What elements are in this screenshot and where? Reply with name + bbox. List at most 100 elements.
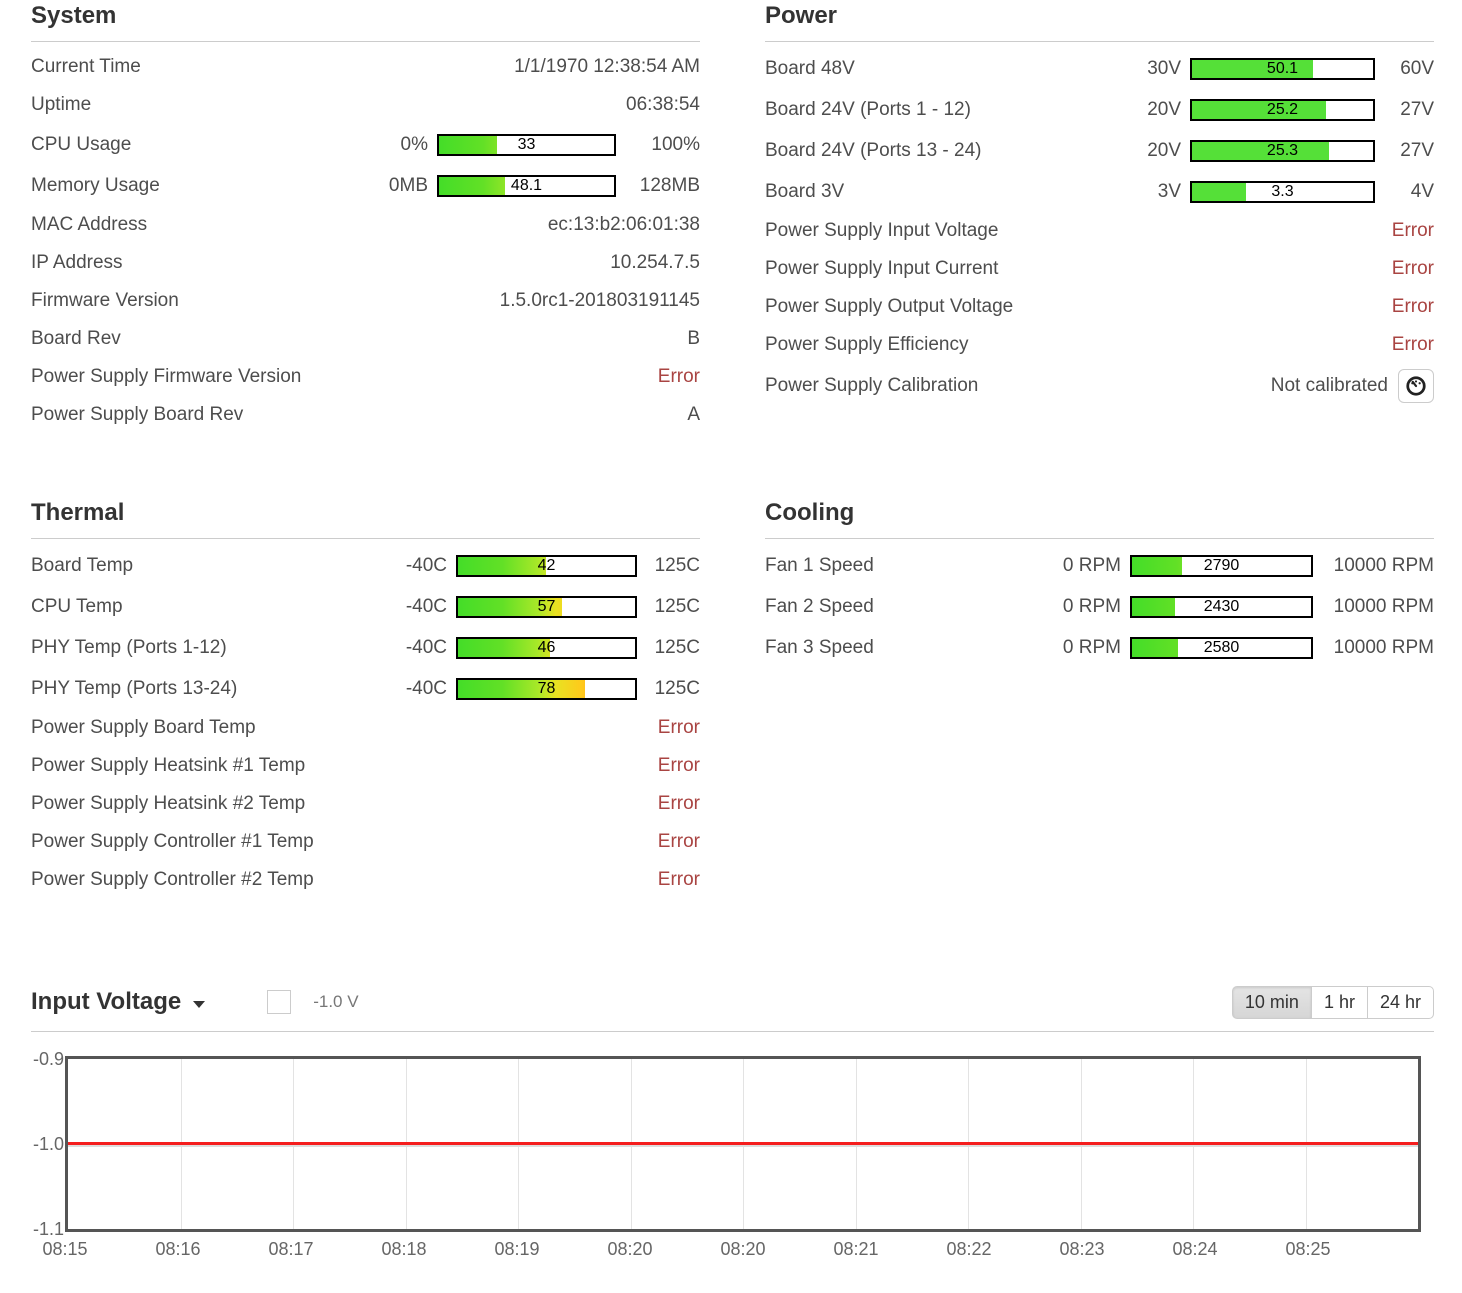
status-row: MAC Address ec:13:b2:06:01:38 [31, 206, 700, 244]
meter-fill [458, 679, 585, 698]
meter-bar: 50.1 [1190, 57, 1375, 80]
meter-fill [1192, 59, 1314, 78]
meter-value: 42 [537, 556, 556, 574]
meter-group: 20V 25.2 27V [1142, 98, 1434, 121]
meter-value: 78 [537, 679, 556, 697]
row-label: Power Supply Firmware Version [31, 366, 302, 387]
row-label: Board 48V [765, 57, 855, 79]
row-label: CPU Usage [31, 133, 132, 155]
y-axis-label: -0.9 [32, 1049, 64, 1069]
row-label: Board Rev [31, 328, 121, 349]
row-label: IP Address [31, 252, 123, 273]
range-button-10min[interactable]: 10 min [1231, 985, 1312, 1019]
status-row: CPU Usage 0% 33 100% [31, 124, 700, 165]
chart-metric-dropdown[interactable]: Input Voltage [31, 988, 206, 1016]
meter-min-label: 0 RPM [1062, 636, 1121, 658]
row-value: 1.5.0rc1-201803191145 [499, 290, 700, 311]
status-row: Fan 2 Speed 0 RPM 2430 10000 RPM [765, 586, 1434, 627]
status-row: Power Supply Board Temp Error [31, 709, 700, 747]
row-value: ec:13:b2:06:01:38 [547, 214, 700, 235]
chart-plot-area: -0.9 -1.0 -1.1 [33, 1050, 1421, 1238]
meter-fill [458, 556, 546, 575]
status-row: Power Supply Controller #2 Temp Error [31, 861, 700, 899]
meter-fill [1192, 182, 1247, 201]
meter-value: 25.2 [1266, 100, 1299, 118]
status-row: Power Supply Controller #1 Temp Error [31, 823, 700, 861]
row-label: Power Supply Calibration [765, 375, 979, 396]
meter-group: 0 RPM 2790 10000 RPM [1060, 554, 1434, 577]
row-value: Not calibrated [1270, 375, 1388, 396]
row-label: Current Time [31, 56, 141, 77]
meter-group: -40C 78 125C [400, 677, 700, 700]
x-axis-label: 08:23 [1059, 1239, 1105, 1259]
meter-min-label: 0 RPM [1062, 595, 1121, 617]
range-button-24hr[interactable]: 24 hr [1366, 985, 1434, 1019]
meter-value: 48.1 [510, 176, 543, 194]
x-axis-label: 08:24 [1172, 1239, 1218, 1259]
calibrate-button[interactable] [1398, 369, 1434, 403]
row-label: MAC Address [31, 214, 148, 235]
status-row: IP Address 10.254.7.5 [31, 244, 700, 282]
y-axis-label: -1.0 [32, 1134, 64, 1154]
meter-max-label: 125C [654, 677, 700, 699]
status-row: Memory Usage 0MB 48.1 128MB [31, 165, 700, 206]
status-row: Power Supply Output Voltage Error [765, 288, 1434, 326]
meter-group: 0MB 48.1 128MB [379, 174, 700, 197]
status-row: Board Temp -40C 42 125C [31, 545, 700, 586]
meter-max-label: 128MB [639, 174, 700, 196]
error-value: Error [657, 793, 700, 814]
legend-label: -1.0 V [313, 992, 359, 1011]
section-title-power: Power [765, 2, 838, 29]
chart-header: Input Voltage -1.0 V 10 min 1 hr 24 hr [31, 984, 1434, 1020]
meter-min-label: 30V [1147, 57, 1181, 79]
x-axis-label: 08:20 [607, 1239, 653, 1259]
status-row: Power Supply Heatsink #1 Temp Error [31, 747, 700, 785]
thermal-rows: Board Temp -40C 42 125C CPU Temp -40C 57 125C PH… [31, 545, 700, 899]
row-value: 1/1/1970 12:38:54 AM [514, 56, 700, 77]
meter-min-label: 3V [1157, 180, 1181, 202]
status-row: Board 3V 3V 3.3 4V [765, 171, 1434, 212]
status-row: Power Supply Input Voltage Error [765, 212, 1434, 250]
meter-max-label: 60V [1400, 57, 1434, 79]
chart-legend: -1.0 V [267, 990, 359, 1014]
error-value: Error [1391, 220, 1434, 241]
meter-value: 46 [537, 638, 556, 656]
meter-fill [1132, 597, 1176, 616]
x-axis-label: 08:25 [1285, 1239, 1331, 1259]
status-row: Fan 3 Speed 0 RPM 2580 10000 RPM [765, 627, 1434, 668]
error-value: Error [657, 755, 700, 776]
meter-bar: 33 [437, 133, 616, 156]
row-label: Power Supply Controller #1 Temp [31, 831, 314, 852]
row-label: Uptime [31, 94, 92, 115]
chart-title: Input Voltage [31, 988, 182, 1015]
row-label: Fan 3 Speed [765, 636, 874, 658]
row-value: 06:38:54 [626, 94, 700, 115]
row-value: B [687, 328, 700, 349]
meter-min-label: 0% [400, 133, 428, 155]
status-row: Firmware Version 1.5.0rc1-201803191145 [31, 282, 700, 320]
status-row: Power Supply Board Rev A [31, 396, 700, 434]
meter-max-label: 10000 RPM [1333, 554, 1434, 576]
meter-fill [458, 638, 551, 657]
voltage-series-line [68, 1142, 1418, 1145]
row-label: Power Supply Controller #2 Temp [31, 869, 314, 890]
section-input-voltage-chart: Input Voltage -1.0 V 10 min 1 hr 24 hr -… [31, 984, 1434, 1273]
x-axis-label: 08:16 [155, 1239, 201, 1259]
row-label: Board 3V [765, 180, 845, 202]
status-row: CPU Temp -40C 57 125C [31, 586, 700, 627]
chart-x-axis: 08:15 08:16 08:17 08:18 08:19 08:20 08:20 08:21… [42, 1239, 1421, 1273]
meter-fill [1192, 141, 1330, 160]
meter-fill [1132, 638, 1179, 657]
meter-max-label: 125C [654, 554, 700, 576]
meter-bar: 25.3 [1190, 139, 1375, 162]
cooling-rows: Fan 1 Speed 0 RPM 2790 10000 RPM Fan 2 Speed… [765, 545, 1434, 668]
meter-max-label: 100% [651, 133, 700, 155]
meter-min-label: 20V [1147, 139, 1181, 161]
meter-bar: 3.3 [1190, 180, 1375, 203]
row-label: Fan 1 Speed [765, 554, 874, 576]
meter-min-label: -40C [405, 554, 447, 576]
range-button-1hr[interactable]: 1 hr [1310, 985, 1368, 1019]
meter-max-label: 27V [1400, 98, 1434, 120]
row-label: Power Supply Output Voltage [765, 296, 1014, 317]
